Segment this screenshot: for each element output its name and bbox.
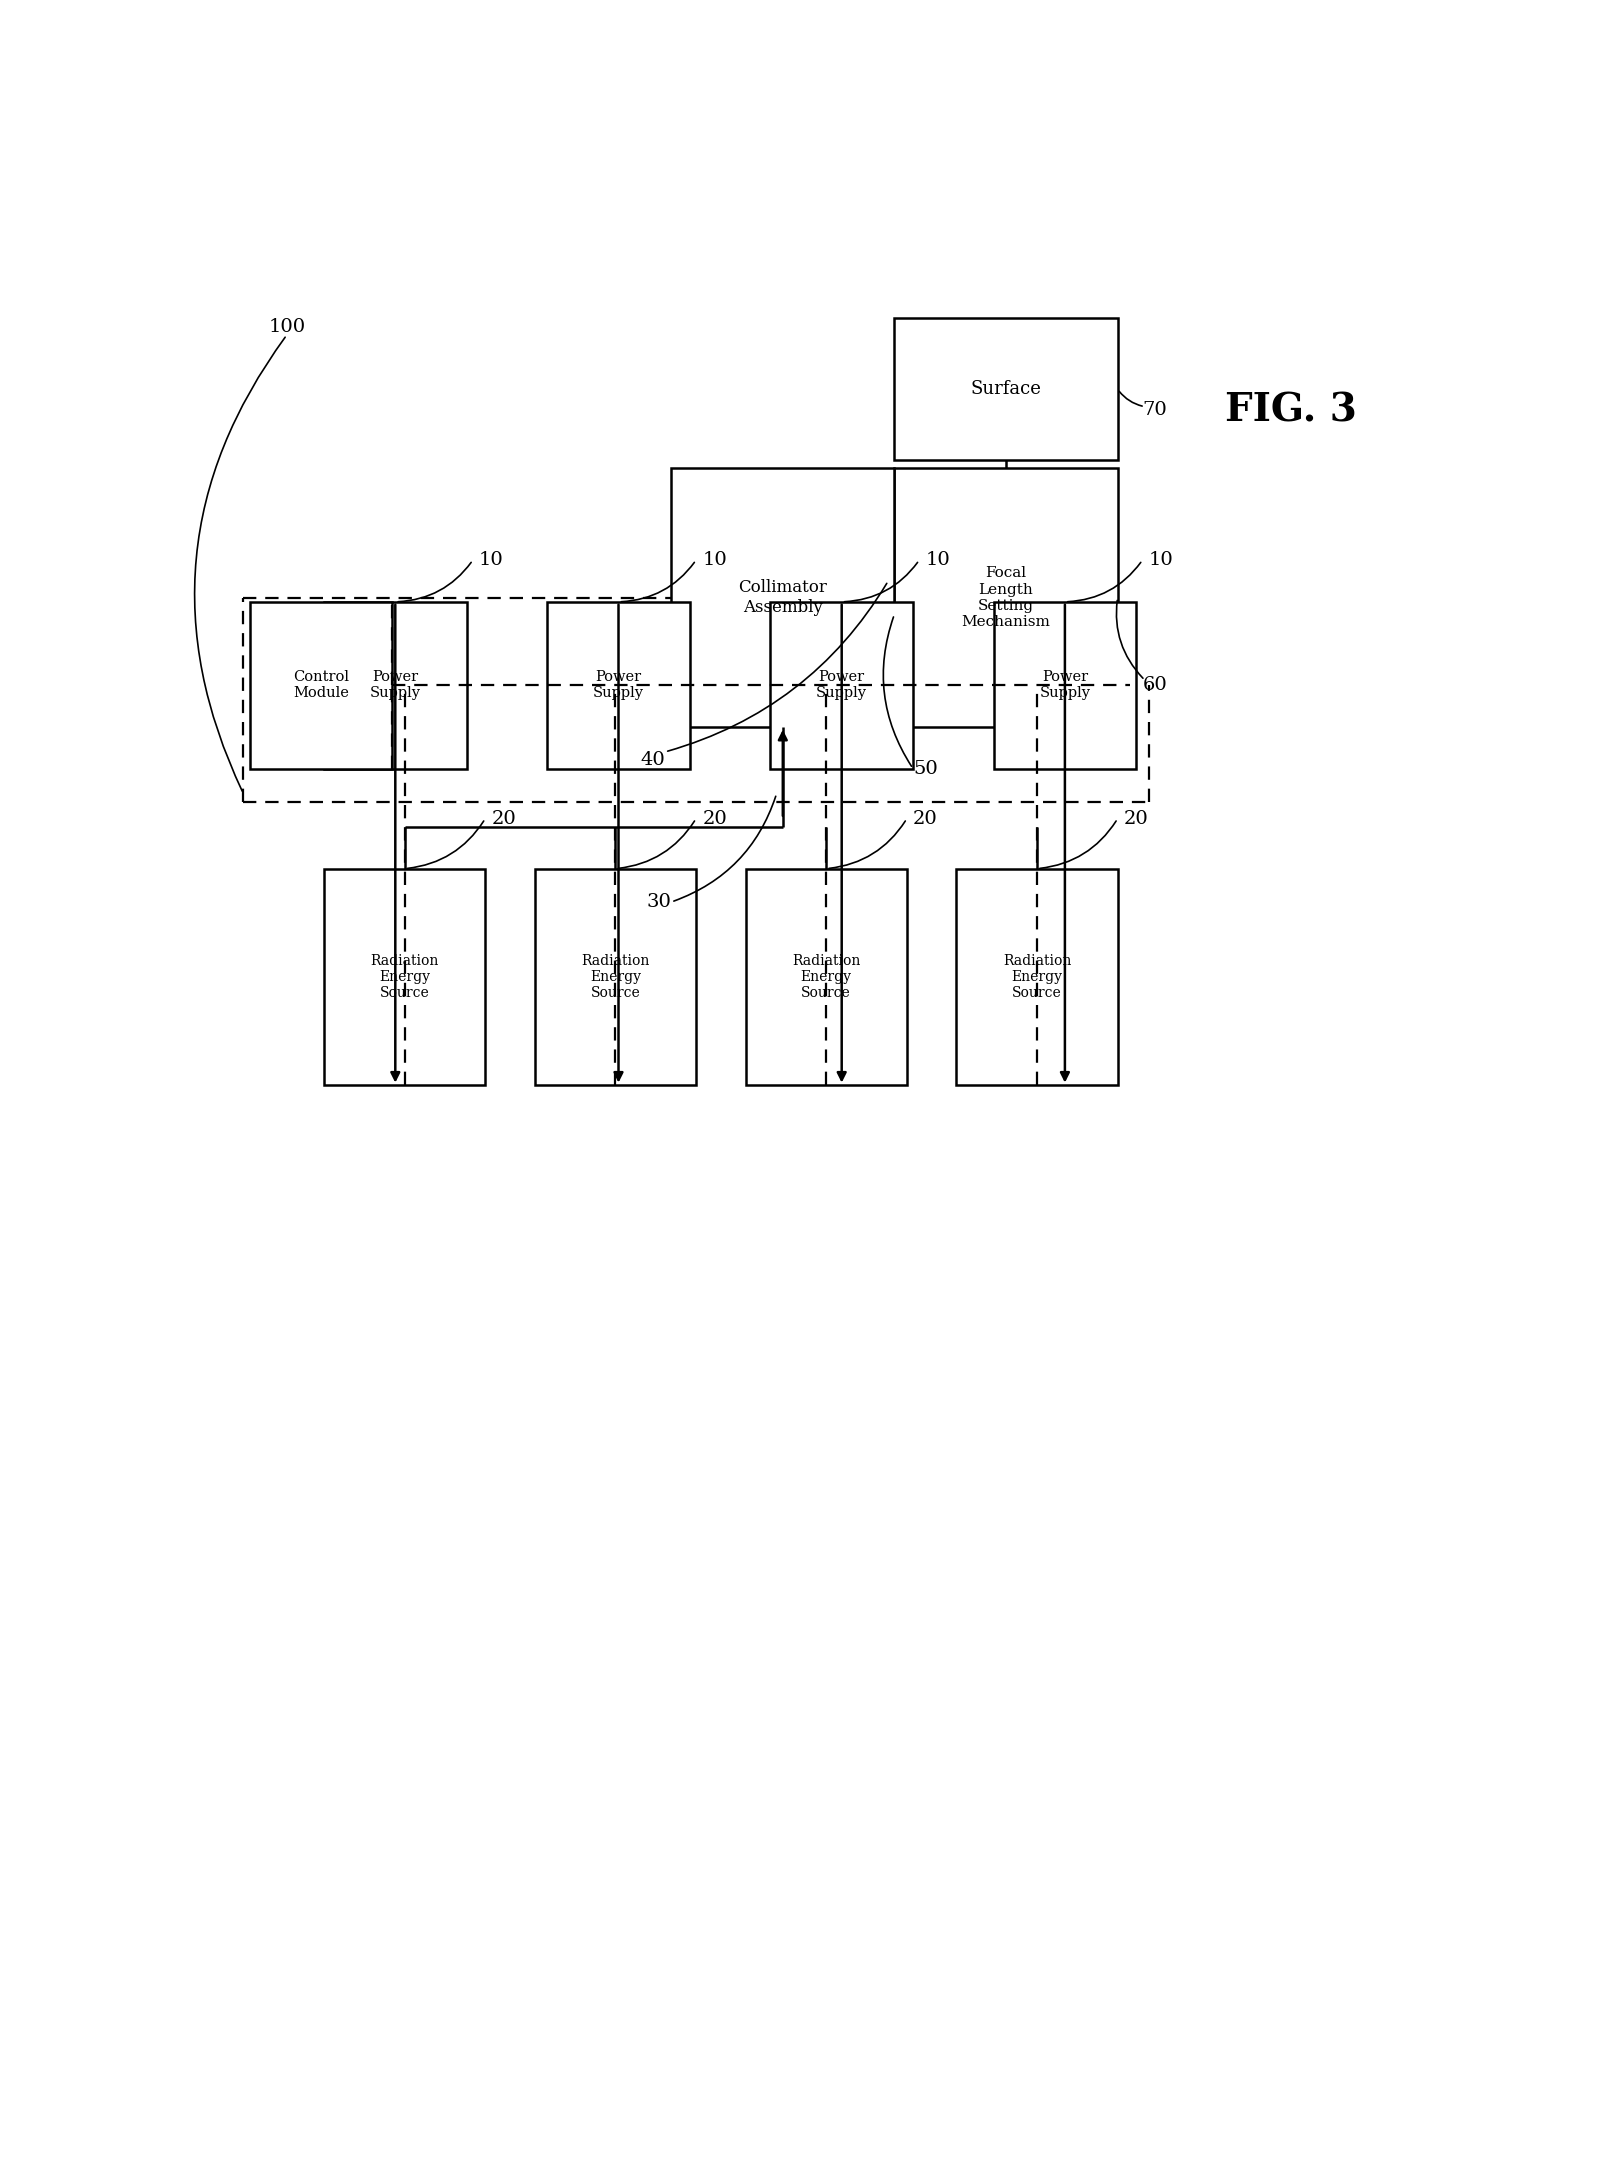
Bar (323, 602, 467, 769)
Text: Power
Supply: Power Supply (370, 669, 421, 700)
Text: 70: 70 (1142, 401, 1166, 418)
Text: FIG. 3: FIG. 3 (1226, 392, 1357, 429)
Text: 20: 20 (914, 810, 938, 827)
Text: Power
Supply: Power Supply (1040, 669, 1091, 700)
Bar (894, 318, 1117, 459)
Text: 30: 30 (646, 892, 672, 912)
Text: 20: 20 (702, 810, 726, 827)
Text: 10: 10 (702, 550, 726, 570)
Text: 100: 100 (269, 318, 306, 336)
Text: Radiation
Energy
Source: Radiation Energy Source (581, 953, 650, 1001)
Text: Focal
Length
Setting
Mechanism: Focal Length Setting Mechanism (962, 565, 1051, 628)
Text: Control
Module: Control Module (293, 669, 349, 700)
Bar (534, 869, 696, 1085)
Bar (894, 468, 1117, 728)
Text: Power
Supply: Power Supply (816, 669, 867, 700)
Bar (250, 602, 392, 769)
Text: Radiation
Energy
Source: Radiation Energy Source (1003, 953, 1070, 1001)
Text: 20: 20 (1123, 810, 1149, 827)
Bar (957, 869, 1117, 1085)
Text: 10: 10 (1149, 550, 1173, 570)
Text: Power
Supply: Power Supply (594, 669, 643, 700)
Text: 10: 10 (478, 550, 504, 570)
Bar (771, 602, 914, 769)
Bar (994, 602, 1136, 769)
Text: 60: 60 (1142, 676, 1166, 695)
Text: 40: 40 (640, 752, 666, 769)
Bar (547, 602, 690, 769)
Text: Radiation
Energy
Source: Radiation Energy Source (371, 953, 438, 1001)
Text: Surface: Surface (971, 381, 1042, 399)
Text: Collimator
Assembly: Collimator Assembly (738, 578, 827, 615)
Bar (323, 869, 485, 1085)
Text: 10: 10 (925, 550, 950, 570)
Text: 20: 20 (491, 810, 517, 827)
Text: 50: 50 (914, 760, 938, 778)
Text: Radiation
Energy
Source: Radiation Energy Source (792, 953, 861, 1001)
Bar (746, 869, 907, 1085)
Bar (672, 468, 894, 728)
